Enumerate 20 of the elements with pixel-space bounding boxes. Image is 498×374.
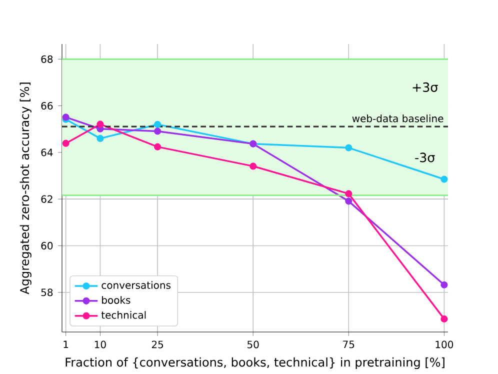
y-tick-label: 68 <box>41 55 53 63</box>
y-tick-label: 58 <box>41 288 53 296</box>
ref-line-label: web-data baseline <box>352 114 444 122</box>
x-tick-label: 10 <box>94 340 106 348</box>
annotation: +3σ <box>412 82 438 92</box>
y-tick-label: 64 <box>41 148 53 156</box>
annotation: -3σ <box>415 152 435 162</box>
legend-label: conversations <box>102 281 171 289</box>
x-tick-label: 100 <box>436 340 454 348</box>
x-tick-label: 75 <box>343 340 354 348</box>
legend-label: technical <box>101 311 146 319</box>
x-tick-label: 50 <box>248 340 259 348</box>
y-tick-label: 60 <box>41 242 53 250</box>
y-axis-title: Aggregated zero-shot accuracy [%] <box>20 82 32 294</box>
x-tick-label: 25 <box>152 340 164 348</box>
x-tick-label: 1 <box>64 340 68 348</box>
y-tick-label: 62 <box>41 195 52 203</box>
legend-label: books <box>102 296 130 304</box>
x-axis-title: Fraction of {conversations, books, technical} in pretraining [%] <box>66 357 444 370</box>
y-tick-label: 66 <box>41 102 53 110</box>
